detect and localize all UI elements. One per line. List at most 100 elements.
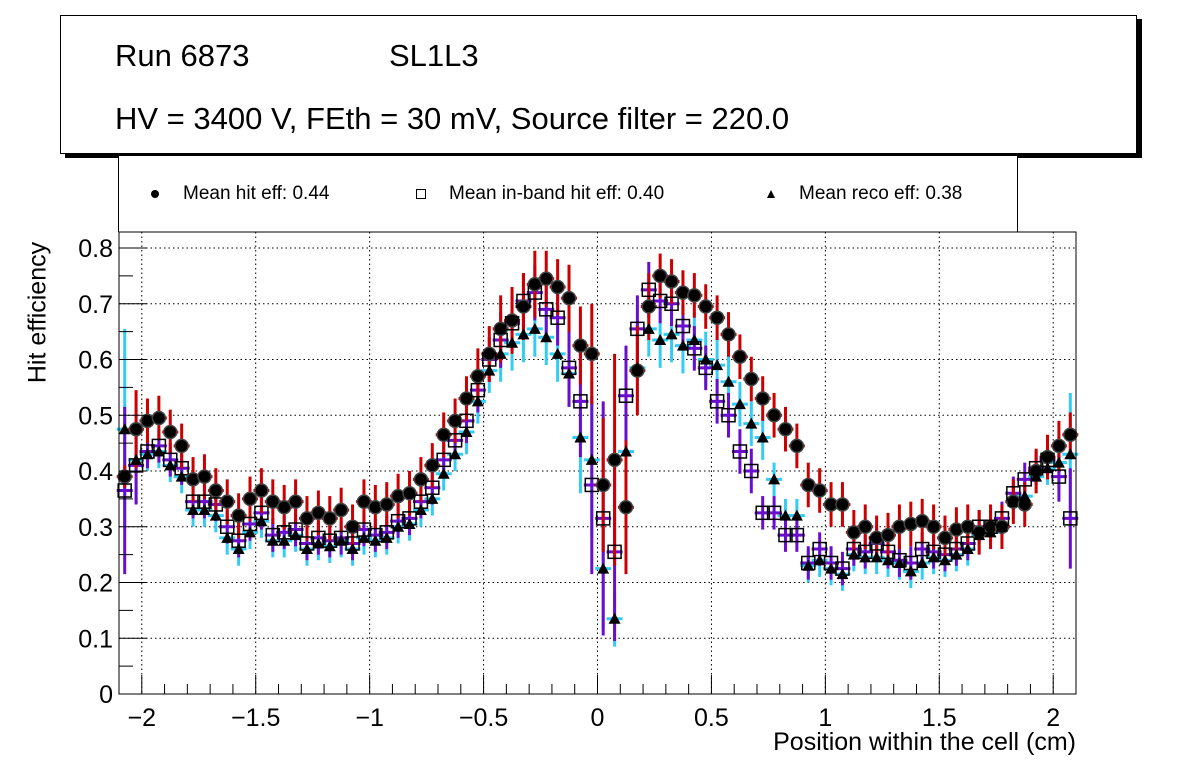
x-tick-label: −1	[355, 704, 384, 732]
hit-eff-point	[550, 279, 565, 295]
hit-eff-point	[117, 469, 132, 484]
hit-eff-point	[675, 285, 691, 300]
hit-eff-point	[573, 338, 588, 353]
inband-eff-point	[208, 497, 224, 512]
hit-eff-point	[174, 438, 189, 454]
hit-eff-point	[208, 483, 224, 498]
inband-eff-point	[356, 522, 372, 537]
x-tick-label: 0.5	[694, 704, 729, 732]
inband-eff-point	[345, 536, 360, 551]
hit-eff-point	[425, 458, 440, 473]
reco-eff-point	[198, 504, 211, 516]
reco-eff-point	[460, 425, 473, 437]
inband-eff-point	[949, 541, 964, 557]
hit-eff-point	[789, 438, 805, 454]
inband-eff-point	[1040, 452, 1055, 468]
hit-eff-point	[846, 525, 862, 540]
inband-eff-point	[299, 536, 315, 551]
reco-eff-point	[517, 328, 530, 340]
reco-eff-point	[471, 395, 484, 407]
hit-eff-point	[595, 477, 611, 493]
reco-eff-point	[859, 551, 872, 563]
hit-eff-point	[630, 363, 645, 378]
inband-eff-point	[1006, 486, 1021, 501]
hit-eff-point	[128, 421, 144, 437]
hit-eff-point	[766, 408, 782, 423]
reco-eff-point	[209, 509, 222, 521]
reco-eff-point	[437, 467, 450, 479]
hit-eff-point	[140, 413, 155, 429]
reco-eff-point	[779, 509, 792, 521]
hit-eff-point	[299, 511, 315, 526]
inband-eff-point	[573, 394, 588, 409]
reco-eff-point	[973, 529, 986, 541]
inband-eff-point	[174, 460, 189, 476]
hit-eff-point	[869, 530, 884, 546]
inband-eff-point	[971, 519, 987, 534]
inband-eff-point	[1063, 511, 1078, 526]
reco-eff-point	[551, 347, 564, 359]
reco-eff-point	[266, 534, 279, 546]
hit-eff-point	[516, 299, 531, 314]
inband-eff-point	[789, 527, 805, 543]
reco-eff-point	[164, 459, 177, 471]
inband-eff-point	[436, 452, 451, 468]
hit-eff-point	[1063, 427, 1078, 443]
inband-eff-point	[390, 513, 406, 529]
inband-eff-point	[1051, 469, 1067, 484]
inband-eff-point	[151, 438, 167, 454]
hit-eff-point	[914, 513, 930, 529]
legend-item-inband: Mean in-band hit eff: 0.40	[415, 183, 664, 205]
inband-eff-point	[197, 494, 212, 509]
reco-eff-point	[688, 333, 701, 345]
reco-eff-point	[699, 353, 712, 365]
reco-eff-point	[130, 453, 143, 465]
reco-eff-point	[1018, 490, 1031, 502]
inband-eff-point	[937, 547, 953, 562]
inband-eff-point	[140, 444, 155, 459]
reco-eff-point	[232, 543, 245, 555]
inband-eff-point	[709, 394, 725, 409]
inband-eff-point	[857, 544, 873, 560]
inband-eff-point	[368, 527, 383, 543]
inband-eff-point	[1017, 472, 1032, 487]
inband-eff-point	[185, 494, 201, 509]
reco-eff-point	[870, 551, 883, 563]
inband-eff-point	[630, 321, 645, 337]
inband-eff-point	[128, 458, 144, 473]
axes: −2 −1.5 −1 −0.5 0 0.5 1 1.5 200.10.20.30.40.50.6…	[78, 231, 1077, 732]
hit-eff-point	[561, 290, 577, 306]
y-tick-label: 0.3	[78, 514, 113, 542]
reco-eff-point	[289, 529, 302, 541]
legend-label: Mean in-band hit eff: 0.40	[449, 183, 665, 204]
hit-eff-point	[732, 349, 748, 364]
reco-eff-point	[483, 364, 496, 376]
reco-eff-point	[392, 520, 405, 532]
inband-eff-point	[766, 505, 782, 521]
inband-eff-point	[333, 530, 349, 546]
inband-eff-point	[322, 533, 338, 548]
data-points	[116, 250, 1079, 647]
hit-eff-point	[470, 368, 486, 384]
y-tick-label: 0.6	[78, 347, 113, 375]
y-tick-label: 0.5	[78, 402, 113, 430]
inband-eff-point	[470, 382, 486, 398]
hit-eff-point	[345, 519, 360, 534]
hit-eff-point	[744, 371, 759, 387]
hit-eff-point	[1017, 497, 1032, 512]
inband-eff-point	[721, 408, 736, 423]
x-tick-label: 0	[591, 704, 605, 732]
hit-eff-point	[197, 469, 212, 484]
inband-eff-point	[641, 282, 657, 298]
hit-eff-point	[880, 527, 896, 543]
reco-eff-point	[312, 537, 325, 549]
hit-eff-point	[163, 424, 178, 440]
reco-eff-point	[323, 540, 336, 552]
hit-eff-point	[527, 276, 543, 292]
hit-eff-point	[390, 488, 406, 504]
inband-eff-point	[242, 516, 258, 532]
reco-eff-point	[608, 612, 621, 624]
reco-eff-point	[152, 445, 165, 457]
inband-eff-point	[835, 561, 850, 576]
hit-eff-point	[356, 494, 372, 509]
